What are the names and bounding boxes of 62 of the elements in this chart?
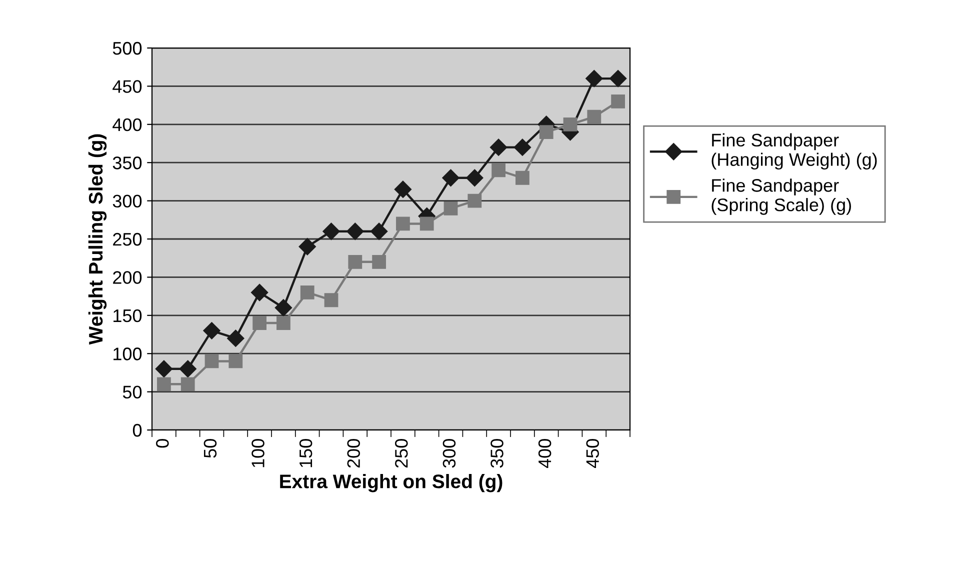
point bbox=[203, 322, 220, 340]
y-tick-label: 100 bbox=[114, 348, 142, 360]
x-tick-label: 400 bbox=[538, 439, 552, 468]
point bbox=[204, 354, 219, 368]
point bbox=[252, 316, 266, 330]
point bbox=[611, 94, 625, 108]
point bbox=[394, 180, 412, 198]
y-tick-label: 200 bbox=[113, 271, 142, 284]
point bbox=[228, 354, 243, 368]
x-tick-label: 50 bbox=[204, 439, 217, 458]
point bbox=[274, 299, 292, 316]
x-tick-label: 300 bbox=[442, 439, 456, 468]
y-axis-title: Weight Pulling Sled (g) bbox=[88, 134, 107, 345]
point bbox=[251, 284, 268, 302]
point bbox=[420, 216, 434, 231]
x-tick-label: 450 bbox=[586, 439, 599, 468]
y-tick-label: 450 bbox=[112, 80, 142, 93]
point bbox=[516, 170, 530, 185]
point bbox=[539, 125, 554, 139]
point bbox=[442, 169, 460, 186]
y-tick-label: 500 bbox=[112, 42, 142, 55]
point bbox=[370, 222, 388, 240]
point bbox=[563, 117, 578, 132]
point bbox=[587, 110, 602, 124]
point bbox=[610, 70, 627, 88]
point bbox=[372, 254, 386, 269]
point bbox=[180, 377, 195, 392]
point bbox=[157, 377, 171, 392]
y-tick-label: 400 bbox=[112, 118, 142, 132]
x-tick-label: 0 bbox=[156, 439, 169, 448]
point bbox=[179, 360, 196, 378]
x-tick-label: 200 bbox=[347, 439, 360, 468]
point bbox=[348, 254, 362, 269]
y-tick-label: 300 bbox=[112, 194, 142, 208]
x-tick-label: 100 bbox=[252, 439, 264, 468]
x-axis-title: Extra Weight on Sled (g) bbox=[280, 474, 502, 492]
point bbox=[276, 316, 290, 330]
point bbox=[227, 330, 244, 347]
point bbox=[346, 222, 364, 240]
y-tick-label: 150 bbox=[114, 309, 142, 322]
point bbox=[586, 70, 603, 88]
point bbox=[466, 169, 484, 186]
y-tick-label: 0 bbox=[132, 424, 142, 437]
x-tick-label: 250 bbox=[395, 439, 408, 468]
y-tick-label: 250 bbox=[113, 232, 142, 246]
legend-label: Fine Sandpaper (Spring Scale) (g) bbox=[712, 178, 851, 215]
point bbox=[298, 238, 316, 256]
point bbox=[444, 201, 458, 216]
point bbox=[514, 138, 531, 156]
point bbox=[322, 222, 340, 240]
point bbox=[396, 216, 410, 231]
x-tick-label: 150 bbox=[299, 439, 312, 468]
legend-label: Fine Sandpaper (Hanging Weight) (g) bbox=[712, 133, 877, 170]
point bbox=[155, 360, 172, 378]
point bbox=[468, 194, 482, 208]
point bbox=[492, 163, 506, 178]
y-tick-label: 350 bbox=[112, 156, 142, 170]
y-tick-label: 50 bbox=[122, 386, 142, 399]
point bbox=[300, 286, 314, 300]
point bbox=[490, 138, 508, 156]
x-tick-label: 350 bbox=[490, 439, 504, 468]
point bbox=[324, 293, 338, 308]
